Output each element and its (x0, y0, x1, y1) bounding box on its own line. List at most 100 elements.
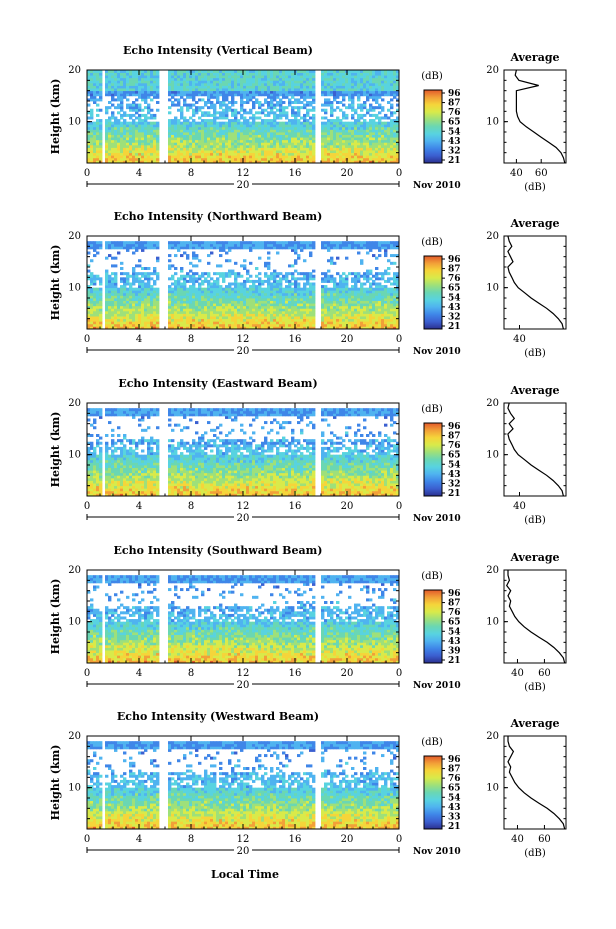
heatmap-cell (201, 75, 205, 79)
heatmap-cell (213, 300, 217, 304)
heatmap-cell (90, 246, 94, 250)
heatmap-cell (324, 137, 328, 141)
heatmap-cell (330, 129, 334, 133)
heatmap-cell (270, 303, 274, 307)
heatmap-cell (225, 137, 229, 141)
heatmap-cell (87, 305, 91, 309)
heatmap-cell (219, 248, 223, 252)
heatmap-cell (189, 308, 193, 312)
heatmap-cell (111, 300, 115, 304)
heatmap-cell (384, 70, 388, 73)
heatmap-cell (129, 142, 133, 146)
heatmap-cell (201, 119, 205, 123)
heatmap-cell (219, 274, 223, 278)
heatmap-cell (276, 290, 280, 294)
heatmap-cell (150, 144, 154, 148)
heatmap-cell (180, 313, 184, 317)
heatmap-cell (183, 300, 187, 304)
heatmap-cell (372, 124, 376, 128)
heatmap-cell (348, 85, 352, 89)
heatmap-cell (312, 246, 316, 250)
heatmap-cell (129, 310, 133, 314)
heatmap-cell (195, 292, 199, 296)
heatmap-cell (270, 137, 274, 141)
heatmap-cell (183, 243, 187, 247)
heatmap-cell (195, 108, 199, 112)
heatmap-cell (177, 134, 181, 138)
heatmap-cell (192, 326, 196, 330)
heatmap-cell (324, 101, 328, 104)
heatmap-cell (363, 75, 367, 79)
heatmap-cell (270, 285, 274, 289)
heatmap-cell (222, 129, 226, 133)
heatmap-cell (105, 298, 109, 301)
heatmap-cell (225, 113, 229, 117)
heatmap-cell (156, 88, 160, 92)
heatmap-cell (276, 88, 280, 92)
heatmap-cell (261, 316, 265, 320)
heatmap-cell (195, 308, 199, 312)
heatmap-cell (360, 116, 364, 120)
heatmap-cell (342, 85, 346, 89)
heatmap-cell (294, 88, 298, 92)
heatmap-cell (180, 147, 184, 151)
heatmap-cell (252, 318, 256, 322)
heatmap-cell (96, 144, 100, 148)
heatmap-cell (105, 295, 109, 299)
heatmap-cell (234, 80, 238, 84)
heatmap-cell (99, 119, 103, 123)
heatmap-cell (219, 321, 223, 325)
heatmap-cell (225, 241, 229, 245)
heatmap-cell (210, 80, 214, 84)
heatmap-cell (348, 124, 352, 128)
heatmap-cell (360, 157, 364, 161)
heatmap-cell (321, 134, 325, 138)
heatmap-cell (171, 70, 175, 73)
heatmap-cell (321, 144, 325, 148)
heatmap-cell (111, 323, 115, 327)
heatmap-cell (114, 241, 118, 245)
heatmap-cell (216, 144, 220, 148)
heatmap-cell (252, 279, 256, 283)
heatmap-cell (153, 126, 157, 130)
heatmap-cell (174, 318, 178, 322)
heatmap-cell (237, 132, 241, 135)
heatmap-cell (123, 277, 127, 281)
heatmap-cell (240, 98, 244, 102)
heatmap-cell (297, 124, 301, 128)
heatmap-cell (144, 274, 148, 278)
heatmap-cell (282, 75, 286, 79)
heatmap-cell (249, 298, 253, 301)
heatmap-cell (228, 142, 232, 146)
heatmap-cell (99, 160, 103, 164)
heatmap-cell (351, 95, 355, 99)
date-label: Nov 2010 (413, 181, 461, 191)
heatmap-cell (87, 132, 91, 135)
heatmap-cell (303, 303, 307, 307)
heatmap-cell (111, 290, 115, 294)
heatmap-cell (369, 121, 373, 125)
heatmap-cell (330, 144, 334, 148)
heatmap-cell (234, 119, 238, 123)
heatmap-cell (291, 272, 295, 276)
heatmap-cell (225, 134, 229, 138)
heatmap-cell (144, 155, 148, 159)
heatmap-cell (105, 269, 109, 273)
heatmap-cell (282, 147, 286, 151)
heatmap-cell (207, 305, 211, 309)
heatmap-cell (111, 243, 115, 247)
heatmap-cell (114, 142, 118, 146)
heatmap-cell (342, 116, 346, 120)
heatmap-cell (171, 264, 175, 268)
heatmap-cell (111, 93, 115, 97)
heatmap-cell (90, 243, 94, 247)
heatmap-cell (108, 300, 112, 304)
heatmap-cell (258, 313, 262, 317)
heatmap-cell (366, 95, 370, 99)
heatmap-cell (222, 274, 226, 278)
heatmap-cell (285, 272, 289, 276)
heatmap-cell (255, 246, 259, 250)
heatmap-cell (267, 290, 271, 294)
heatmap-cell (282, 300, 286, 304)
heatmap-cell (216, 279, 220, 283)
